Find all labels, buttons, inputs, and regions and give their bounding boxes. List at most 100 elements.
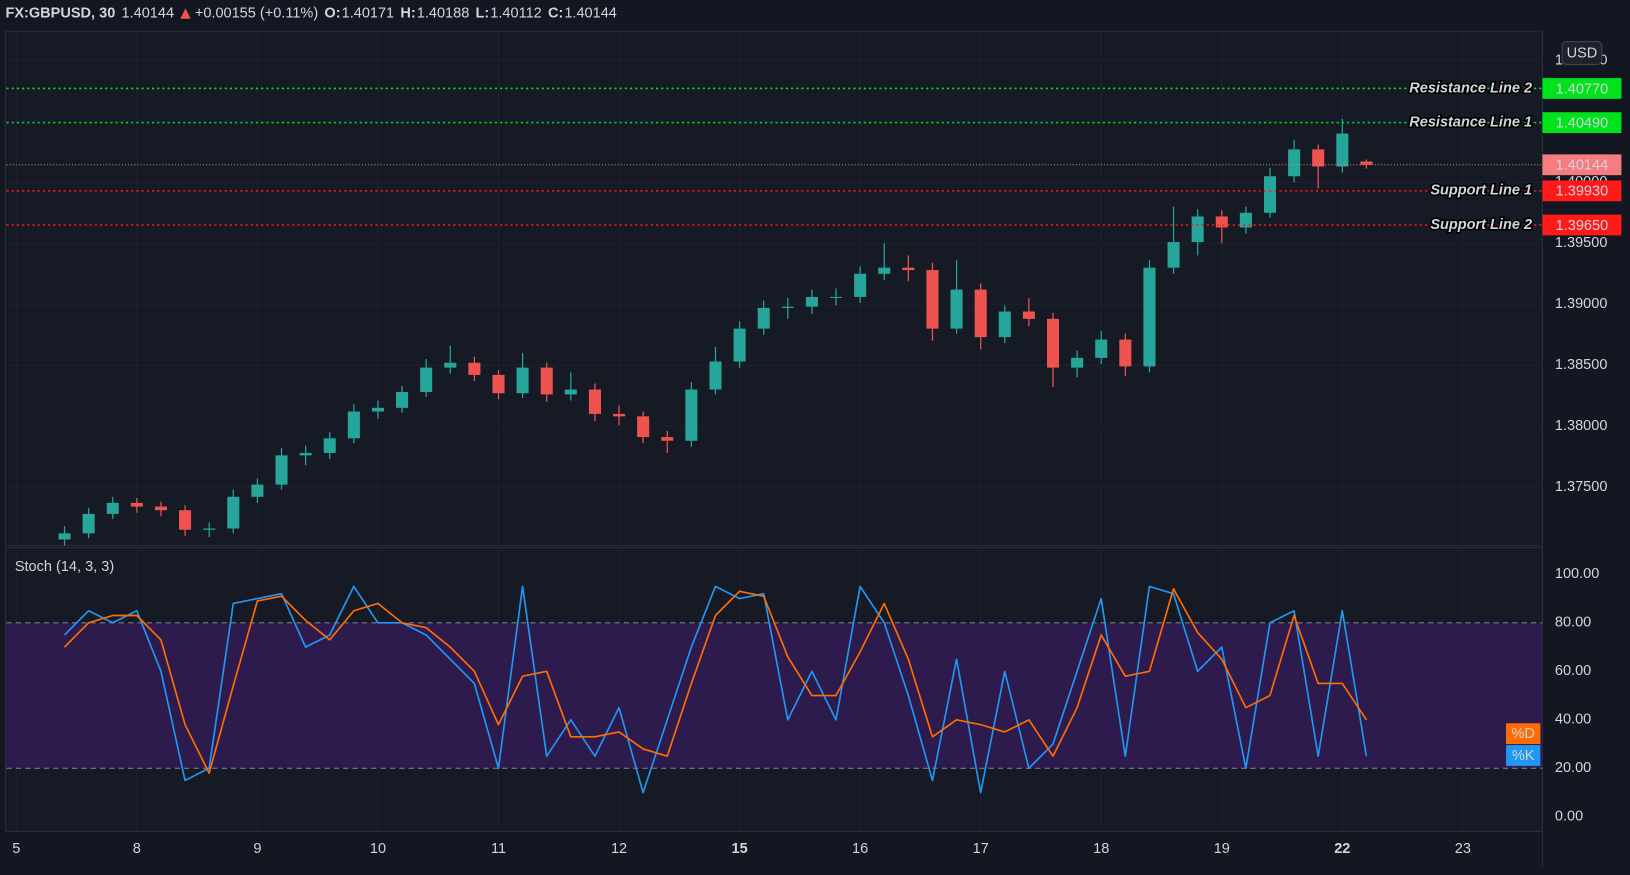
- y-tick-label: 1.38000: [1555, 418, 1608, 434]
- candle-body: [805, 296, 818, 307]
- stoch-line: [63, 585, 1368, 794]
- x-tick-label: 17: [973, 841, 989, 857]
- candle-body: [1288, 149, 1301, 177]
- candle-body: [564, 389, 577, 395]
- candle-body: [179, 510, 192, 530]
- candle-body: [492, 374, 505, 394]
- candle-body: [685, 389, 698, 441]
- candle-body: [1119, 339, 1132, 367]
- candle-body: [1360, 161, 1373, 165]
- ohlc-value: 1.40112: [490, 5, 541, 21]
- x-tick-label: 16: [852, 841, 868, 857]
- ohlc-label: L:: [476, 5, 490, 21]
- y-tick-label: 40.00: [1555, 712, 1591, 728]
- price-pane: [4, 30, 1543, 547]
- candle-body: [926, 270, 939, 329]
- legend-label: %D: [1511, 726, 1534, 742]
- candle-body: [709, 361, 722, 390]
- level-price-label: 1.39930: [1556, 184, 1609, 200]
- legend-swatch: [1506, 745, 1541, 766]
- x-tick-label: 22: [1334, 841, 1350, 857]
- candle-body: [1095, 339, 1108, 358]
- level-price-label: 1.40490: [1556, 115, 1609, 131]
- y-tick-label: 100.00: [1555, 566, 1599, 582]
- candle-body: [1239, 212, 1252, 228]
- candle-body: [588, 389, 601, 414]
- level-price-label: 1.39650: [1556, 218, 1609, 234]
- x-tick-label: 9: [253, 841, 261, 857]
- candle-body: [1312, 149, 1325, 167]
- candle-body: [878, 267, 891, 274]
- currency-button[interactable]: [1561, 41, 1603, 65]
- x-tick-label: 11: [491, 841, 506, 857]
- candle-body: [1046, 318, 1060, 368]
- candle-body: [998, 311, 1011, 338]
- last-price: 1.40144: [122, 5, 175, 21]
- y-tick-label: 1.39500: [1555, 235, 1608, 251]
- level-price-label: 1.40770: [1556, 81, 1609, 97]
- candle-body: [1191, 216, 1204, 243]
- candle-body: [733, 328, 746, 362]
- candle-body: [371, 407, 384, 412]
- level-price-box: [1542, 214, 1622, 236]
- ohlc-value: 1.40171: [342, 5, 395, 21]
- candle-body: [974, 289, 987, 338]
- candle-body: [444, 362, 457, 368]
- candle-body: [613, 413, 626, 417]
- y-tick-label: 20.00: [1555, 760, 1591, 776]
- candle-body: [540, 367, 553, 395]
- x-tick-label: 15: [732, 841, 748, 857]
- x-tick-label: 5: [12, 841, 20, 857]
- level-price-box: [1542, 112, 1622, 133]
- candle-body: [1263, 176, 1277, 213]
- candle-body: [323, 438, 336, 453]
- candle-body: [854, 273, 867, 297]
- level-name: Resistance Line 2: [1409, 80, 1532, 96]
- ohlc-value: 1.40188: [417, 5, 470, 21]
- level-name: Support Line 1: [1430, 183, 1532, 199]
- level-price-box: [1542, 78, 1622, 99]
- x-tick-label: 19: [1214, 841, 1230, 857]
- candle-body: [154, 506, 168, 511]
- currency-label[interactable]: USD: [1567, 45, 1598, 61]
- candle-body: [516, 367, 529, 394]
- candle-body: [757, 307, 770, 329]
- indicator-title: Stoch (14, 3, 3): [15, 559, 114, 575]
- candle-body: [1215, 216, 1228, 228]
- stoch-band: [6, 622, 1543, 769]
- candle-body: [1143, 267, 1156, 367]
- legend-label: %K: [1512, 748, 1535, 764]
- candle-body: [468, 362, 481, 375]
- candle-body: [781, 306, 794, 308]
- x-tick-label: 10: [370, 841, 386, 857]
- y-tick-label: 1.39000: [1555, 296, 1608, 312]
- candle-body: [106, 502, 119, 514]
- candle-body: [661, 437, 674, 441]
- last-price-box: [1542, 154, 1622, 176]
- x-tick-label: 12: [611, 841, 627, 857]
- y-tick-label: 1.37500: [1555, 479, 1608, 495]
- ohlc-label: C:: [548, 5, 563, 21]
- candle-body: [902, 267, 915, 271]
- x-tick-label: 23: [1455, 841, 1471, 857]
- legend-swatch: [1506, 723, 1541, 745]
- candle-body: [203, 528, 216, 530]
- candle-body: [58, 533, 71, 540]
- candle-body: [396, 391, 409, 408]
- candle-body: [420, 367, 433, 392]
- candle-body: [637, 416, 650, 438]
- x-tick-label: 18: [1093, 841, 1109, 857]
- candle-body: [950, 289, 963, 329]
- candle-body: [82, 513, 95, 534]
- level-name: Support Line 2: [1430, 217, 1532, 233]
- price-change: +0.00155 (+0.11%): [195, 5, 318, 21]
- y-tick-label: 0.00: [1555, 809, 1583, 825]
- ohlc-label: H:: [400, 5, 415, 21]
- candle-body: [830, 296, 843, 298]
- candle-body: [130, 502, 143, 507]
- level-price-box: [1542, 180, 1622, 202]
- symbol: FX:GBPUSD, 30: [5, 5, 115, 21]
- candle-body: [347, 411, 360, 439]
- change-arrow: [180, 8, 191, 19]
